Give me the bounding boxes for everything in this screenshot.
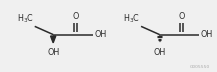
Text: OH: OH <box>47 48 59 57</box>
Text: $\mathregular{H_3C}$: $\mathregular{H_3C}$ <box>16 12 34 25</box>
Text: G005550: G005550 <box>190 65 210 69</box>
Text: OH: OH <box>153 48 166 57</box>
Text: O: O <box>178 12 185 21</box>
Text: OH: OH <box>95 30 107 39</box>
Text: O: O <box>72 12 79 21</box>
Text: $\mathregular{H_3C}$: $\mathregular{H_3C}$ <box>123 12 140 25</box>
Polygon shape <box>51 36 56 43</box>
Text: OH: OH <box>201 30 213 39</box>
